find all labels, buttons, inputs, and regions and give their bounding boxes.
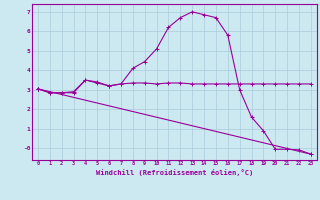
X-axis label: Windchill (Refroidissement éolien,°C): Windchill (Refroidissement éolien,°C) xyxy=(96,169,253,176)
